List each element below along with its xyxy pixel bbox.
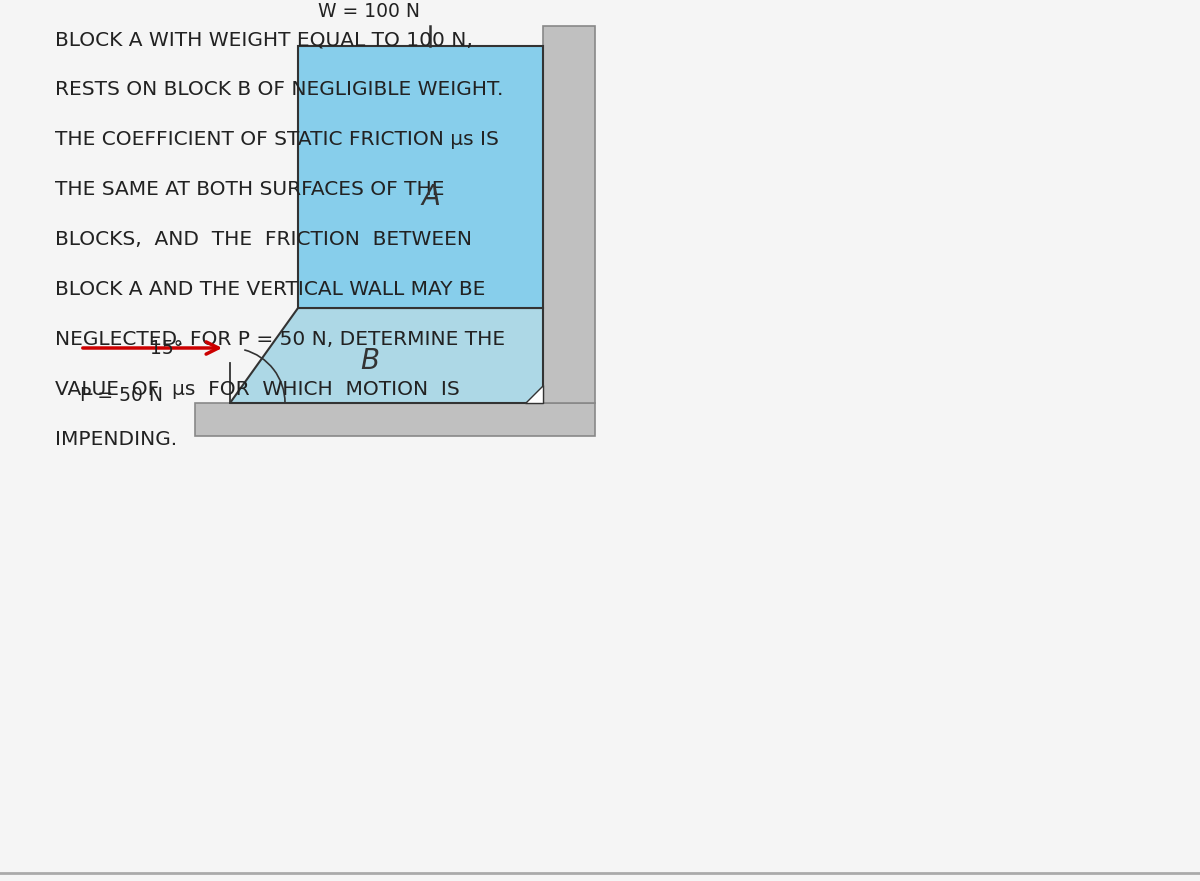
Text: P = 50 N: P = 50 N: [80, 386, 163, 405]
Text: VALUE  OF  μs  FOR  WHICH  MOTION  IS: VALUE OF μs FOR WHICH MOTION IS: [55, 380, 460, 399]
Text: RESTS ON BLOCK B OF NEGLIGIBLE WEIGHT.: RESTS ON BLOCK B OF NEGLIGIBLE WEIGHT.: [55, 80, 503, 99]
Text: B: B: [360, 347, 379, 375]
Text: THE COEFFICIENT OF STATIC FRICTION μs IS: THE COEFFICIENT OF STATIC FRICTION μs IS: [55, 130, 499, 149]
Text: BLOCK A WITH WEIGHT EQUAL TO 100 N,: BLOCK A WITH WEIGHT EQUAL TO 100 N,: [55, 30, 473, 49]
Text: IMPENDING.: IMPENDING.: [55, 430, 178, 449]
Polygon shape: [526, 385, 542, 403]
Text: BLOCKS,  AND  THE  FRICTION  BETWEEN: BLOCKS, AND THE FRICTION BETWEEN: [55, 230, 472, 249]
Text: 15°: 15°: [150, 338, 182, 358]
Text: THE SAME AT BOTH SURFACES OF THE: THE SAME AT BOTH SURFACES OF THE: [55, 180, 444, 199]
Text: NEGLECTED. FOR P = 50 N, DETERMINE THE: NEGLECTED. FOR P = 50 N, DETERMINE THE: [55, 330, 505, 349]
Bar: [542, 26, 595, 403]
Polygon shape: [230, 308, 542, 403]
Text: A: A: [421, 183, 440, 211]
Bar: [298, 46, 542, 308]
Text: BLOCK A AND THE VERTICAL WALL MAY BE: BLOCK A AND THE VERTICAL WALL MAY BE: [55, 280, 485, 299]
Text: W = 100 N: W = 100 N: [318, 2, 420, 21]
Bar: [194, 403, 595, 436]
